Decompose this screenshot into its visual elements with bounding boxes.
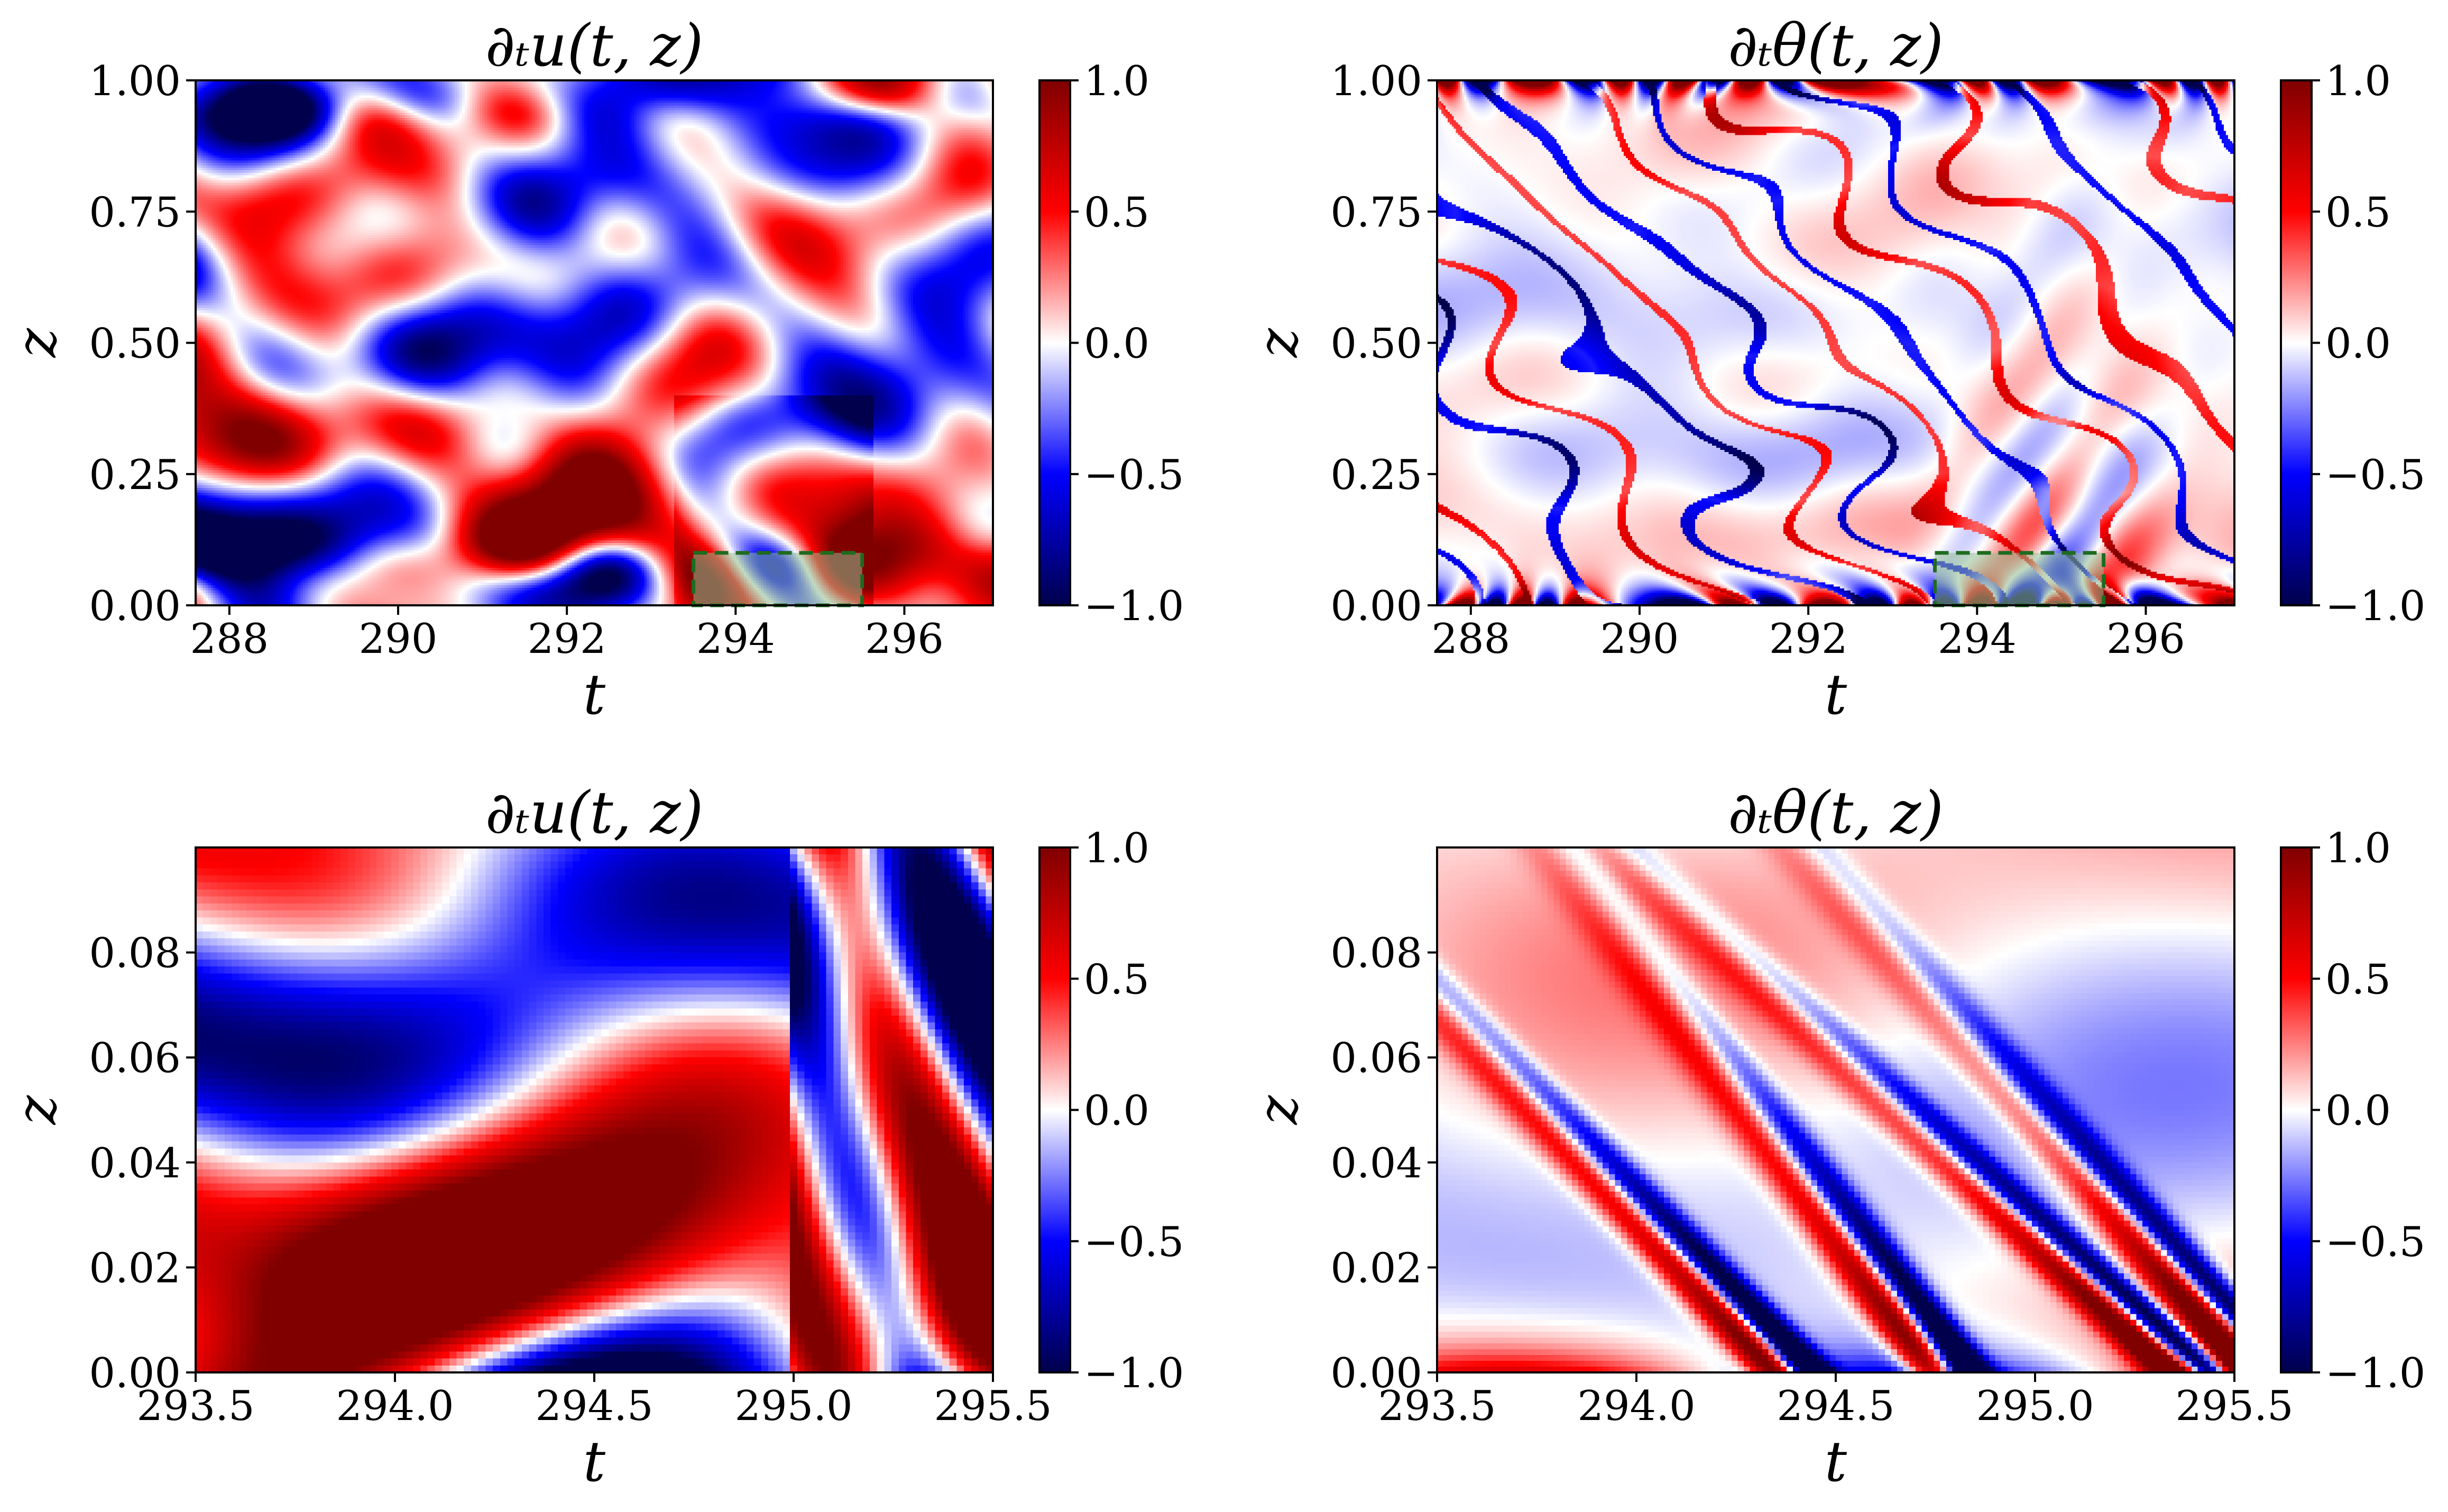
x-tick-label: 294	[696, 615, 775, 663]
colorbar-tick-label: 0.5	[1084, 956, 1149, 1003]
x-axis-label: t	[583, 1430, 606, 1494]
colorbar-tick-label: 1.0	[1084, 825, 1149, 872]
x-tick-label: 293.5	[136, 1382, 254, 1430]
colorbar-tick-label: −1.0	[2325, 1350, 2425, 1397]
heatmap-image	[196, 847, 993, 1372]
y-axis-label: z	[1246, 328, 1310, 358]
y-tick-label: 0.00	[1330, 1350, 1422, 1397]
x-axis-label: t	[1825, 662, 1847, 727]
y-tick-label: 0.75	[89, 189, 181, 236]
x-axis-label: t	[583, 662, 606, 727]
y-tick-label: 0.25	[89, 451, 181, 499]
y-tick-label: 0.08	[1330, 930, 1422, 978]
colorbar-tick-label: 1.0	[2325, 825, 2391, 872]
y-tick-label: 0.00	[89, 583, 181, 630]
y-tick-label: 1.00	[1330, 58, 1422, 105]
colorbar-tick-label: −0.5	[1084, 451, 1184, 499]
x-tick-label: 288	[190, 615, 269, 663]
x-tick-label: 295.0	[734, 1382, 852, 1430]
colorbar-tick-label: −0.5	[2325, 1219, 2425, 1266]
y-tick-label: 0.02	[89, 1244, 181, 1292]
colorbar: 1.0 0.5 0.0 −0.5 −1.0	[2280, 58, 2425, 630]
colorbar-tick-label: −1.0	[2325, 583, 2425, 630]
colorbar-tick-label: 0.5	[2325, 956, 2391, 1003]
y-tick-label: 0.00	[89, 1350, 181, 1397]
panel-top-left: 288 290 292 294 296 0.00 0.25 0.50 0.75 1.00 ∂ₜu(t…	[4, 12, 1184, 727]
x-tick-label: 295.5	[2175, 1382, 2293, 1430]
colorbar-tick-label: 1.0	[2325, 58, 2391, 105]
heatmap-image	[196, 80, 993, 605]
y-tick-label: 1.00	[89, 58, 181, 105]
colorbar-tick-label: 0.0	[1084, 1087, 1149, 1135]
x-tick-label: 296	[2106, 615, 2185, 663]
y-tick-label: 0.08	[89, 930, 181, 978]
panel-bottom-left: 293.5 294.0 294.5 295.0 295.5 0.00 0.02 0.04 0.0…	[4, 779, 1184, 1494]
x-tick-label: 295.5	[934, 1382, 1052, 1430]
y-tick-label: 0.50	[1330, 320, 1422, 368]
y-tick-label: 0.50	[89, 320, 181, 368]
colorbar: 1.0 0.5 0.0 −0.5 −1.0	[2280, 825, 2425, 1397]
y-tick-label: 0.25	[1330, 451, 1422, 499]
x-tick-label: 294.0	[1577, 1382, 1695, 1430]
panel-title: ∂ₜθ(t, z)	[1728, 12, 1944, 79]
highlight-region	[1933, 551, 2106, 607]
x-tick-label: 296	[865, 615, 944, 663]
panel-title: ∂ₜu(t, z)	[485, 779, 704, 846]
colorbar-tick-label: 0.5	[1084, 189, 1149, 236]
colorbar-gradient	[2280, 846, 2313, 1373]
y-tick-label: 0.04	[1330, 1140, 1422, 1187]
y-axis-label: z	[4, 1095, 69, 1126]
x-tick-label: 295.0	[1976, 1382, 2094, 1430]
y-tick-label: 0.06	[1330, 1035, 1422, 1082]
heatmap-image	[1437, 80, 2234, 605]
panel-title: ∂ₜθ(t, z)	[1728, 779, 1944, 846]
panel-bottom-right: 293.5 294.0 294.5 295.0 295.5 0.00 0.02 0.04 0.0…	[1246, 779, 2425, 1494]
x-tick-label: 294.0	[336, 1382, 454, 1430]
y-tick-label: 0.75	[1330, 189, 1422, 236]
y-tick-label: 0.00	[1330, 583, 1422, 630]
x-tick-label: 288	[1431, 615, 1510, 663]
colorbar-tick-label: 0.0	[2325, 320, 2391, 368]
x-tick-label: 292	[1769, 615, 1848, 663]
highlight-region	[692, 551, 864, 607]
colorbar: 1.0 0.5 0.0 −0.5 −1.0	[1038, 58, 1184, 630]
colorbar-tick-label: −1.0	[1084, 1350, 1184, 1397]
x-tick-label: 292	[528, 615, 606, 663]
x-axis-label: t	[1825, 1430, 1847, 1494]
x-tick-label: 294.5	[1777, 1382, 1894, 1430]
y-tick-label: 0.02	[1330, 1244, 1422, 1292]
colorbar: 1.0 0.5 0.0 −0.5 −1.0	[1038, 825, 1184, 1397]
y-axis-label: z	[1246, 1095, 1310, 1126]
panel-top-right: 288 290 292 294 296 0.00 0.25 0.50 0.75 1.00 ∂ₜθ(t…	[1246, 12, 2425, 727]
x-tick-label: 294.5	[535, 1382, 653, 1430]
colorbar-tick-label: 0.0	[1084, 320, 1149, 368]
colorbar-tick-label: 1.0	[1084, 58, 1149, 105]
colorbar-tick-label: −1.0	[1084, 583, 1184, 630]
colorbar-gradient	[1038, 79, 1071, 606]
y-tick-label: 0.04	[89, 1140, 181, 1187]
x-tick-label: 294	[1938, 615, 2017, 663]
colorbar-tick-label: −0.5	[2325, 451, 2425, 499]
colorbar-gradient	[2280, 79, 2313, 606]
y-axis-label: z	[4, 328, 69, 358]
x-tick-label: 290	[1600, 615, 1679, 663]
colorbar-tick-label: 0.5	[2325, 189, 2391, 236]
y-tick-label: 0.06	[89, 1035, 181, 1082]
colorbar-tick-label: 0.0	[2325, 1087, 2391, 1135]
x-tick-label: 290	[359, 615, 438, 663]
x-tick-label: 293.5	[1378, 1382, 1496, 1430]
colorbar-gradient	[1038, 846, 1071, 1373]
heatmap-image	[1437, 847, 2234, 1372]
panel-title: ∂ₜu(t, z)	[485, 12, 704, 79]
colorbar-tick-label: −0.5	[1084, 1219, 1184, 1266]
